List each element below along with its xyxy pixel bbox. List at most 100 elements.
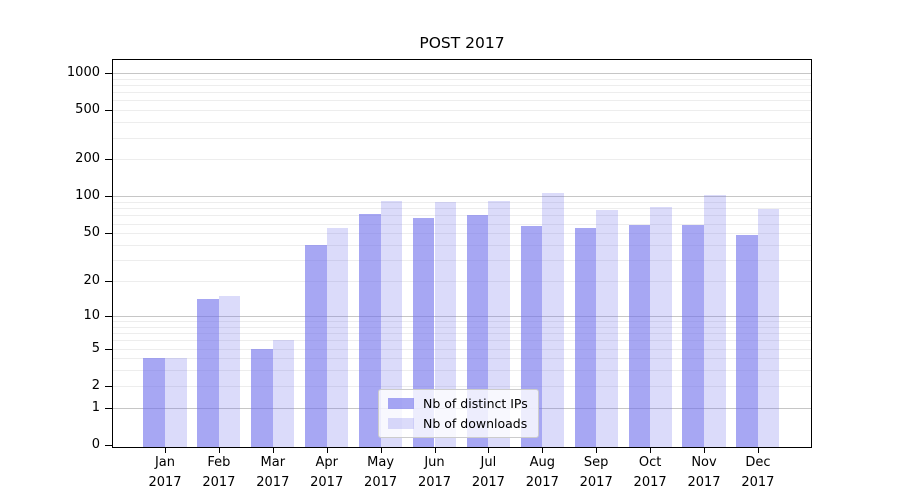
x-tick-mark-jun [434,447,436,453]
month-text: Mar [260,455,286,470]
bar-downloads-aug [542,192,564,447]
year-text: 2017 [310,475,344,490]
y-tick-label-0: 0 [91,437,100,452]
year-text: 2017 [741,475,775,490]
bar-downloads-jun [434,202,457,447]
gridline-70 [113,215,811,217]
gridline-7 [113,333,811,335]
y-tick-mark-500 [105,110,112,112]
month-text: Sep [583,455,609,470]
bar-downloads-mar [272,340,295,447]
x-tick-label-sep: Sep 2017 [561,453,631,493]
legend-label-downloads: Nb of downloads [423,416,528,431]
y-tick-label-20: 20 [83,273,100,289]
year-text: 2017 [471,475,505,490]
gridline-50 [113,233,811,235]
month-text: Feb [207,455,231,470]
bar-ips-dec [736,235,758,447]
x-tick-label-nov: Nov 2017 [669,453,739,493]
bar-downloads-jul [488,200,510,447]
y-tick-label-10: 10 [83,307,100,323]
x-tick-mark-oct [650,447,652,453]
x-tick-mark-nov [704,447,705,453]
legend: Nb of distinct IPs Nb of downloads [378,389,539,438]
bar-downloads-feb [218,295,241,447]
bar-downloads-apr [326,228,349,447]
y-tick-label-1: 1 [91,399,100,415]
y-tick-label-5: 5 [91,340,100,356]
x-tick-mark-aug [542,447,544,453]
month-text: Oct [638,455,662,470]
year-text: 2017 [364,475,398,490]
gridline-800 [113,84,811,86]
month-text: Jan [154,455,176,470]
y-tick-label-1000: 1000 [66,64,100,80]
gridline-200 [113,159,811,161]
bar-downloads-oct [650,207,672,447]
gridline-6 [113,340,811,342]
x-tick-mark-sep [596,447,598,453]
gridline-500 [113,110,811,112]
y-tick-mark-1000 [105,72,112,74]
year-text: 2017 [417,475,452,490]
gridline-9 [113,321,811,322]
gridline-40 [113,245,811,246]
x-tick-mark-feb [218,447,220,453]
gridline-80 [113,208,811,210]
x-tick-label-feb: Feb 2017 [184,453,254,493]
y-tick-mark-0 [105,445,112,446]
y-tick-mark-10 [105,315,112,317]
month-text: Dec [745,455,771,470]
month-text: Jul [480,455,497,470]
y-tick-label-100: 100 [75,188,100,204]
x-tick-label-jan: Jan 2017 [130,453,200,493]
year-text: 2017 [633,475,667,490]
gridline-1000 [113,72,811,74]
gridline-20 [113,281,811,283]
x-tick-mark-may [380,447,382,453]
bar-ips-oct [628,224,651,447]
gridline-900 [113,78,811,80]
month-text: May [367,455,395,470]
gridline-10 [113,315,811,317]
y-tick-mark-200 [105,159,112,161]
y-tick-label-200: 200 [75,151,100,167]
legend-label-distinct-ips: Nb of distinct IPs [423,396,528,411]
x-tick-mark-mar [272,447,274,453]
x-tick-label-oct: Oct 2017 [615,453,685,493]
bar-ips-mar [251,348,273,447]
y-tick-mark-5 [105,348,112,350]
x-tick-label-mar: Mar 2017 [238,453,308,493]
gridline-8 [113,326,811,328]
year-text: 2017 [202,475,236,490]
gridline-5 [113,348,811,350]
bar-ips-nov [682,224,704,447]
x-tick-label-dec: Dec 2017 [723,453,793,493]
year-text: 2017 [525,475,559,490]
bar-downloads-nov [704,194,726,447]
gridline-700 [113,92,811,94]
gridline-400 [113,122,811,124]
y-tick-mark-100 [105,196,112,198]
x-tick-mark-jan [165,447,166,453]
y-tick-mark-50 [105,233,112,235]
gridline-60 [113,223,811,225]
x-tick-mark-apr [326,447,328,453]
gridline-4 [113,358,811,360]
month-text: Nov [691,455,717,470]
gridline-100 [113,196,811,198]
month-text: Aug [529,455,555,470]
x-tick-mark-jul [488,447,490,453]
bar-downloads-dec [757,209,780,447]
legend-swatch-downloads [388,418,414,429]
x-tick-label-jun: Jun 2017 [400,453,470,493]
x-tick-label-may: May 2017 [346,453,416,493]
bar-downloads-may [380,200,403,447]
chart-title: POST 2017 [419,34,505,52]
legend-item-distinct-ips: Nb of distinct IPs [388,396,528,411]
year-text: 2017 [687,475,721,490]
x-tick-label-aug: Aug 2017 [507,453,577,493]
bar-ips-apr [305,245,327,447]
gridline-30 [113,260,811,262]
bar-downloads-sep [596,209,618,447]
